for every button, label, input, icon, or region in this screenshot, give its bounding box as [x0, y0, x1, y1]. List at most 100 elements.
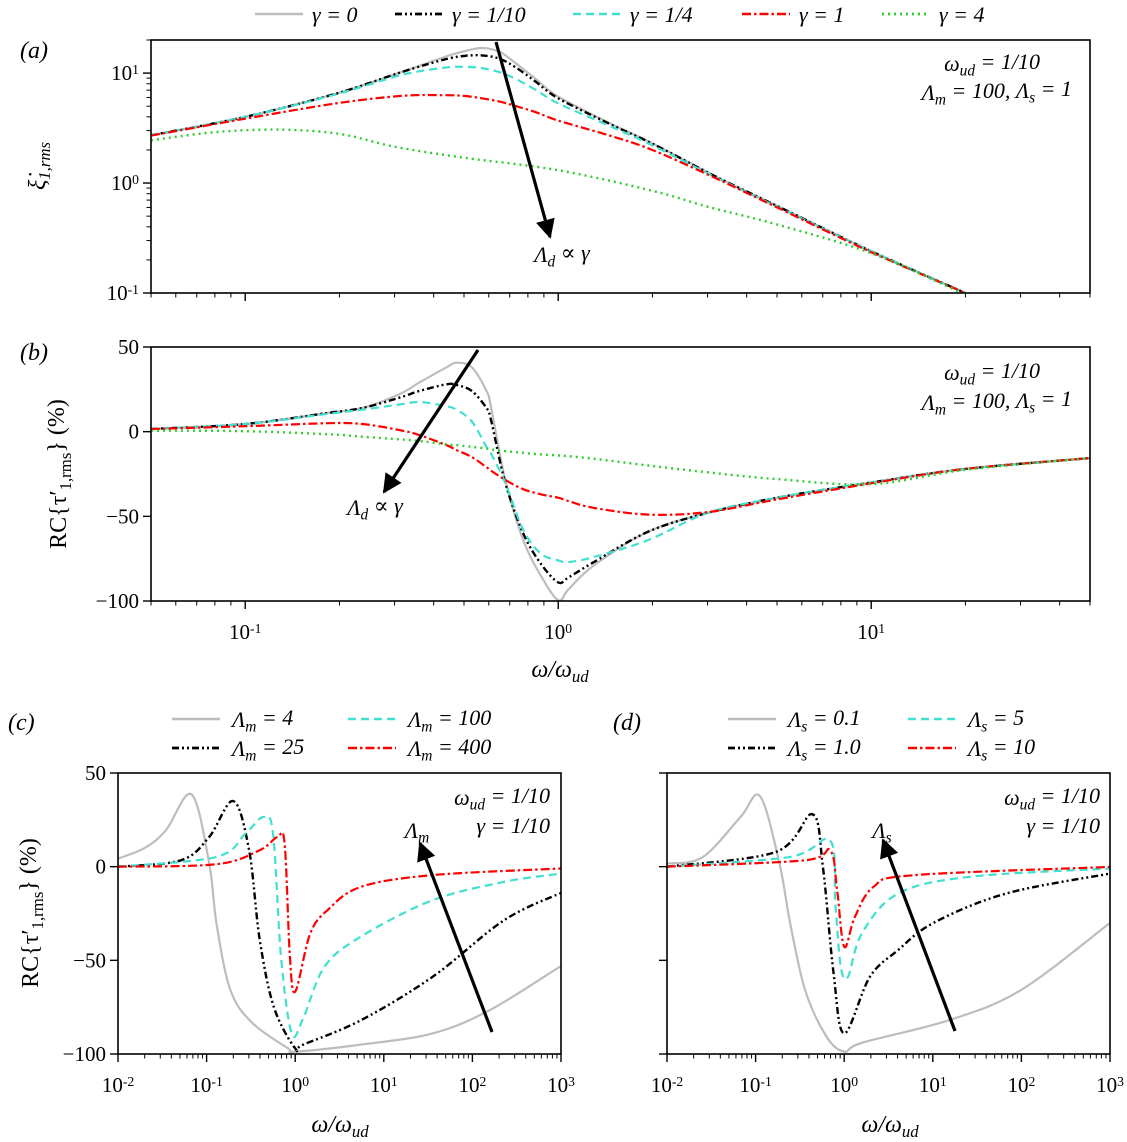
parameter-annotation: γ = 1/10 [1026, 813, 1100, 838]
x-tick-label: 102 [458, 1073, 486, 1097]
legend-entry: γ = 4 [882, 2, 985, 27]
series-line-dash-dot-dot [151, 382, 1090, 585]
series-line-dash-dot [151, 93, 966, 293]
x-axis-label: ω/ωud [861, 1112, 919, 1141]
legend-label: γ = 1/4 [630, 2, 693, 27]
series-group [151, 361, 1090, 601]
parameter-annotation: ωud = 1/10 [944, 358, 1040, 389]
legend-entry: Λs = 5 [908, 705, 1024, 736]
x-tick-label: 100 [281, 1073, 309, 1097]
parameter-annotation: ωud = 1/10 [454, 783, 550, 814]
panel-legend: Λm = 4 Λm = 100 Λm = 25 Λm = 400 [172, 705, 491, 765]
legend-label: Λs = 5 [966, 705, 1024, 736]
series-line-dashed [118, 814, 561, 1039]
x-tick-label: 10-1 [229, 620, 261, 644]
trend-arrow [382, 349, 480, 494]
panel-legend: Λs = 0.1 Λs = 5 Λs = 1.0 Λs = 10 [728, 705, 1035, 765]
legend-label: Λs = 10 [966, 734, 1035, 765]
legend-label: γ = 1/10 [452, 2, 526, 27]
axes-frame [117, 772, 562, 1055]
legend-entry: Λs = 1.0 [728, 734, 861, 765]
parameter-annotation: Λm = 100, Λs = 1 [920, 386, 1072, 419]
legend-label: Λm = 25 [230, 734, 304, 765]
legend-label: γ = 0 [312, 2, 358, 27]
x-tick-label: 102 [1007, 1073, 1035, 1097]
legend-label: γ = 4 [939, 2, 985, 27]
x-tick-label: 10-1 [190, 1073, 222, 1097]
axes-frame [150, 39, 1091, 294]
x-axis-label: ω/ωud [311, 1112, 369, 1141]
legend-label: Λm = 100 [406, 705, 491, 736]
x-tick-label: 10-2 [651, 1073, 684, 1097]
y-tick-label: 50 [85, 761, 106, 785]
series-line-dash-dot-dot [667, 813, 1110, 1035]
x-tick-label: 10-1 [739, 1073, 771, 1097]
y-tick-label: −50 [106, 504, 139, 528]
series-line-dash-dot [151, 421, 1090, 516]
series-line-dashed [151, 65, 966, 293]
series-line-solid [667, 793, 1110, 1053]
axes-frame [150, 346, 1091, 602]
trend-arrow [880, 838, 957, 1032]
y-tick-label: 10-1 [107, 281, 139, 305]
x-tick-label: 103 [1096, 1073, 1124, 1097]
x-tick-label: 101 [857, 620, 885, 644]
series-line-dash-dot-dot [118, 799, 561, 1053]
axes-frame [666, 772, 1111, 1055]
y-tick-label: −100 [96, 589, 139, 613]
trend-arrow-label: Λd ∝ γ [345, 493, 404, 524]
legend-label: Λs = 1.0 [786, 734, 861, 765]
series-line-dotted [151, 128, 963, 293]
x-axis-label: ω/ωud [531, 657, 589, 686]
trend-arrow-label: Λm [403, 818, 429, 847]
top-legend: γ = 0 γ = 1/10 γ = 1/4 γ = 1 γ = 4 [255, 2, 985, 27]
legend-entry: Λm = 25 [172, 734, 304, 765]
panel-label: (a) [20, 38, 48, 64]
legend-entry: Λm = 400 [348, 734, 491, 765]
panel-label: (b) [20, 340, 48, 366]
panel-b: (b) 10-1 100 101 −100 −50 0 50 RC{τ′1,rms} (%) ω/… [20, 335, 1091, 686]
x-tick-label: 100 [544, 620, 572, 644]
series-line-dash-dot [118, 831, 561, 994]
x-tick-label: 103 [547, 1073, 575, 1097]
legend-entry: γ = 0 [255, 2, 358, 27]
x-tick-label: 101 [919, 1073, 947, 1097]
trend-arrow-label: Λs [870, 818, 891, 847]
series-line-solid [118, 792, 561, 1054]
y-tick-label: 100 [111, 171, 139, 195]
legend-entry: γ = 1/4 [573, 2, 693, 27]
legend-label: γ = 1 [799, 2, 845, 27]
series-line-dashed [151, 400, 1090, 564]
panel-label: (d) [613, 710, 641, 736]
series-line-dotted [151, 429, 1090, 486]
legend-entry: γ = 1/10 [395, 2, 526, 27]
series-group [667, 793, 1110, 1053]
legend-entry: γ = 1 [742, 2, 845, 27]
panel-label: (c) [8, 710, 35, 736]
x-tick-label: 100 [830, 1073, 858, 1097]
parameter-annotation: ωud = 1/10 [1004, 783, 1100, 814]
y-tick-label: 0 [129, 420, 140, 444]
trend-arrow [494, 41, 555, 239]
parameter-annotation: ωud = 1/10 [944, 49, 1040, 80]
parameter-annotation: Λm = 100, Λs = 1 [920, 76, 1072, 109]
parameter-annotation: γ = 1/10 [476, 813, 550, 838]
legend-entry: Λs = 10 [908, 734, 1035, 765]
panel-d: (d) 10-2 10-1 100 101 102 103 ω/ωud ωud = 1/10γ … [613, 705, 1124, 1141]
panel-c: (c) 10-2 10-1 100 101 102 103 −100 −50 0 50 RC{τ′1,… [8, 705, 575, 1141]
y-tick-label: 101 [111, 61, 139, 85]
trend-arrow [417, 841, 494, 1033]
series-line-dash-dot [667, 847, 1110, 949]
y-axis-label: RC{τ′1,rms} (%) [44, 399, 75, 549]
series-group [151, 46, 966, 293]
x-tick-label: 10-2 [102, 1073, 135, 1097]
series-line-dashed [667, 837, 1110, 981]
y-axis-label: RC{τ′1,rms} (%) [16, 838, 47, 988]
y-tick-label: −50 [73, 948, 106, 972]
y-tick-label: 50 [118, 335, 139, 359]
y-tick-label: 0 [96, 855, 107, 879]
legend-label: Λm = 400 [406, 734, 491, 765]
x-tick-label: 101 [370, 1073, 398, 1097]
